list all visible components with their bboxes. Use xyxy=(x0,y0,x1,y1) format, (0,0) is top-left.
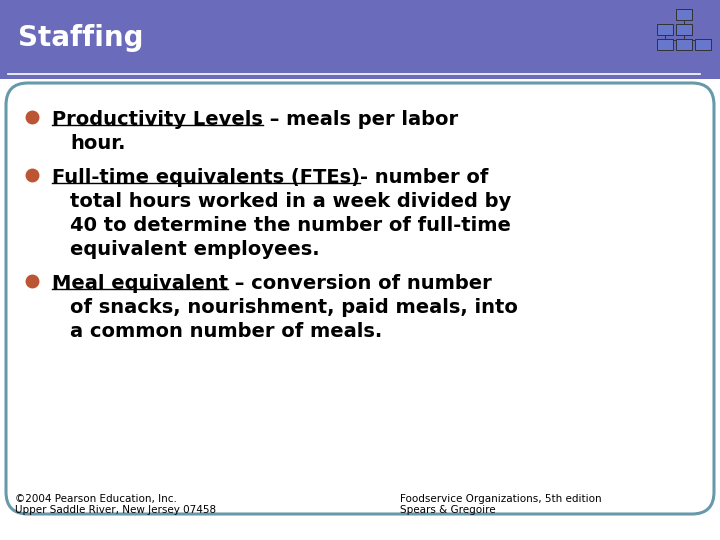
Text: – meals per labor: – meals per labor xyxy=(263,110,458,129)
FancyBboxPatch shape xyxy=(676,39,692,50)
Text: ©2004 Pearson Education, Inc.: ©2004 Pearson Education, Inc. xyxy=(15,494,177,504)
Text: Foodservice Organizations, 5th edition: Foodservice Organizations, 5th edition xyxy=(400,494,602,504)
FancyBboxPatch shape xyxy=(657,39,673,50)
Text: total hours worked in a week divided by: total hours worked in a week divided by xyxy=(70,192,511,211)
Text: Full-time equivalents (FTEs): Full-time equivalents (FTEs) xyxy=(52,168,360,187)
Text: Staffing: Staffing xyxy=(18,24,143,52)
FancyBboxPatch shape xyxy=(657,24,673,35)
Text: 40 to determine the number of full-time: 40 to determine the number of full-time xyxy=(70,216,511,235)
Text: a common number of meals.: a common number of meals. xyxy=(70,322,382,341)
FancyBboxPatch shape xyxy=(6,83,714,514)
Text: hour.: hour. xyxy=(70,134,125,153)
Text: - number of: - number of xyxy=(360,168,488,187)
Text: Spears & Gregoire: Spears & Gregoire xyxy=(400,505,495,515)
FancyBboxPatch shape xyxy=(0,0,720,79)
FancyBboxPatch shape xyxy=(695,39,711,50)
Text: Upper Saddle River, New Jersey 07458: Upper Saddle River, New Jersey 07458 xyxy=(15,505,216,515)
Text: – conversion of number: – conversion of number xyxy=(228,274,492,293)
FancyBboxPatch shape xyxy=(676,9,692,20)
Text: Productivity Levels: Productivity Levels xyxy=(52,110,263,129)
Text: equivalent employees.: equivalent employees. xyxy=(70,240,320,259)
FancyBboxPatch shape xyxy=(676,24,692,35)
Text: Meal equivalent: Meal equivalent xyxy=(52,274,228,293)
Text: of snacks, nourishment, paid meals, into: of snacks, nourishment, paid meals, into xyxy=(70,298,518,317)
